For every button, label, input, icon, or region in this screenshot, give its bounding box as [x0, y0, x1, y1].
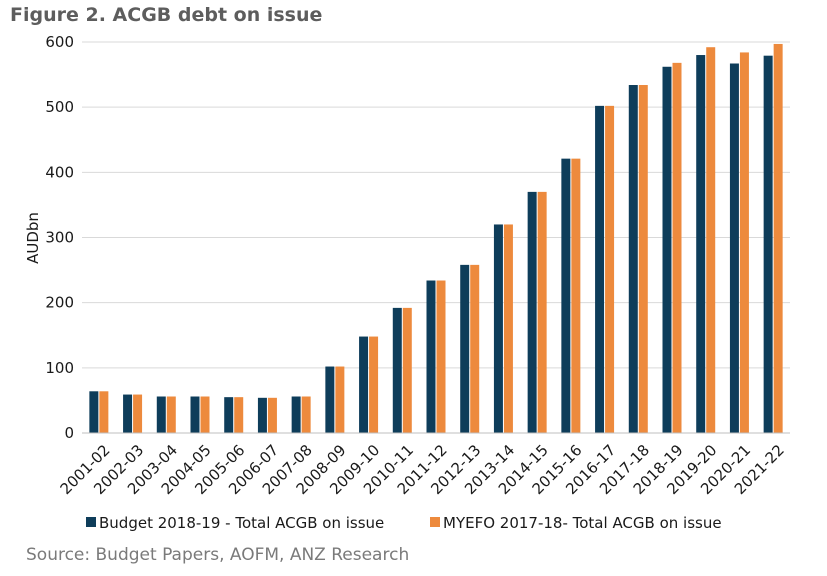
- bar-myefo: [706, 47, 716, 434]
- gridlines: [82, 41, 790, 369]
- bar-budget: [359, 336, 369, 433]
- bar-myefo: [672, 62, 682, 433]
- bar-myefo: [301, 396, 311, 433]
- chart-title: Figure 2. ACGB debt on issue: [10, 4, 323, 26]
- bar-myefo: [267, 397, 277, 433]
- bar-budget: [123, 394, 133, 433]
- legend-label: MYEFO 2017-18- Total ACGB on issue: [443, 514, 722, 532]
- bar-budget: [291, 396, 301, 433]
- bar-budget: [426, 280, 436, 433]
- bar-budget: [460, 264, 470, 433]
- bar-myefo: [402, 307, 412, 433]
- legend-label: Budget 2018-19 - Total ACGB on issue: [99, 514, 384, 532]
- bar-myefo: [773, 43, 783, 434]
- y-tick-label: 300: [45, 229, 74, 247]
- bar-budget: [595, 105, 605, 433]
- bar-myefo: [436, 280, 446, 433]
- bar-myefo: [739, 52, 749, 433]
- bar-budget: [696, 55, 706, 434]
- bar-myefo: [166, 396, 176, 433]
- bar-budget: [527, 191, 537, 433]
- y-tick-label: 0: [64, 424, 74, 442]
- bar-myefo: [133, 394, 143, 433]
- bar-myefo: [503, 224, 513, 433]
- bar-budget: [257, 397, 267, 433]
- bar-myefo: [605, 105, 615, 433]
- bar-budget: [561, 158, 571, 434]
- bar-myefo: [99, 391, 109, 433]
- bar-budget: [763, 55, 773, 434]
- source-note: Source: Budget Papers, AOFM, ANZ Researc…: [26, 545, 410, 565]
- bar-budget: [89, 391, 99, 433]
- bar-myefo: [537, 191, 547, 433]
- y-tick-label: 200: [45, 294, 74, 312]
- bar-budget: [325, 366, 335, 433]
- bar-myefo: [335, 366, 345, 433]
- bar-myefo: [638, 85, 648, 433]
- bar-budget: [190, 396, 200, 433]
- bar-budget: [729, 63, 739, 433]
- bar-budget: [628, 85, 638, 433]
- y-axis-ticks: 0 100 200 300 400 500 600: [45, 33, 74, 442]
- bar-budget: [392, 307, 402, 433]
- legend: Budget 2018-19 - Total ACGB on issue MYEF…: [86, 514, 722, 532]
- bar-myefo: [470, 264, 480, 433]
- bar-myefo: [571, 158, 581, 434]
- y-tick-label: 500: [45, 98, 74, 116]
- y-tick-label: 400: [45, 163, 74, 181]
- y-tick-label: 100: [45, 359, 74, 377]
- bar-budget: [224, 397, 234, 433]
- bar-myefo: [200, 396, 210, 433]
- y-axis-label: AUDbn: [24, 212, 42, 264]
- x-axis-ticks: 2001-022002-032003-042004-052005-062006-…: [57, 441, 788, 498]
- y-tick-label: 600: [45, 33, 74, 51]
- legend-swatch: [86, 517, 96, 527]
- bar-budget: [156, 396, 166, 433]
- bar-myefo: [234, 397, 244, 433]
- bar-myefo: [369, 336, 379, 433]
- bar-budget: [662, 66, 672, 433]
- legend-swatch: [430, 517, 440, 527]
- bar-budget: [493, 224, 503, 433]
- bars: [89, 43, 783, 434]
